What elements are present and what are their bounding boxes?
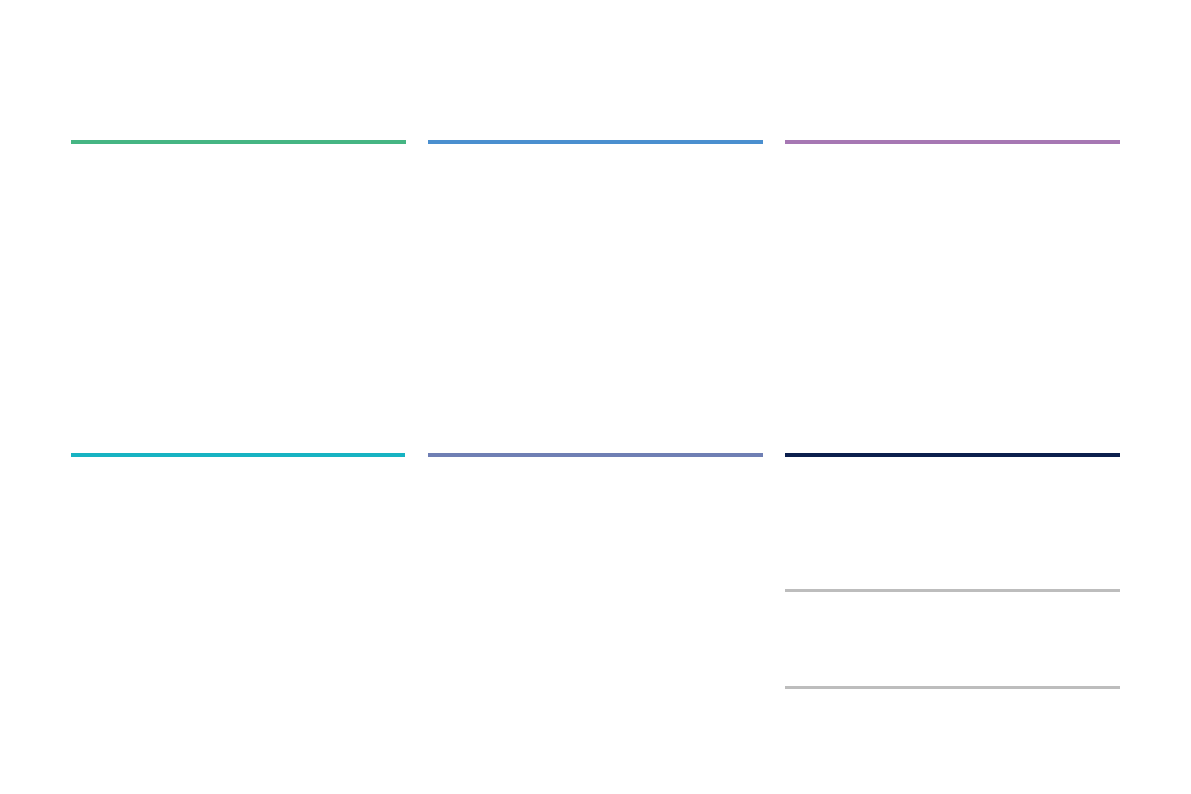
section-rule xyxy=(428,140,763,144)
section-rule xyxy=(428,453,763,457)
section-rule xyxy=(71,453,405,457)
divider xyxy=(785,686,1120,689)
divider xyxy=(785,589,1120,592)
section-rule xyxy=(785,453,1120,457)
section-rule xyxy=(71,140,406,144)
section-rule xyxy=(785,140,1120,144)
